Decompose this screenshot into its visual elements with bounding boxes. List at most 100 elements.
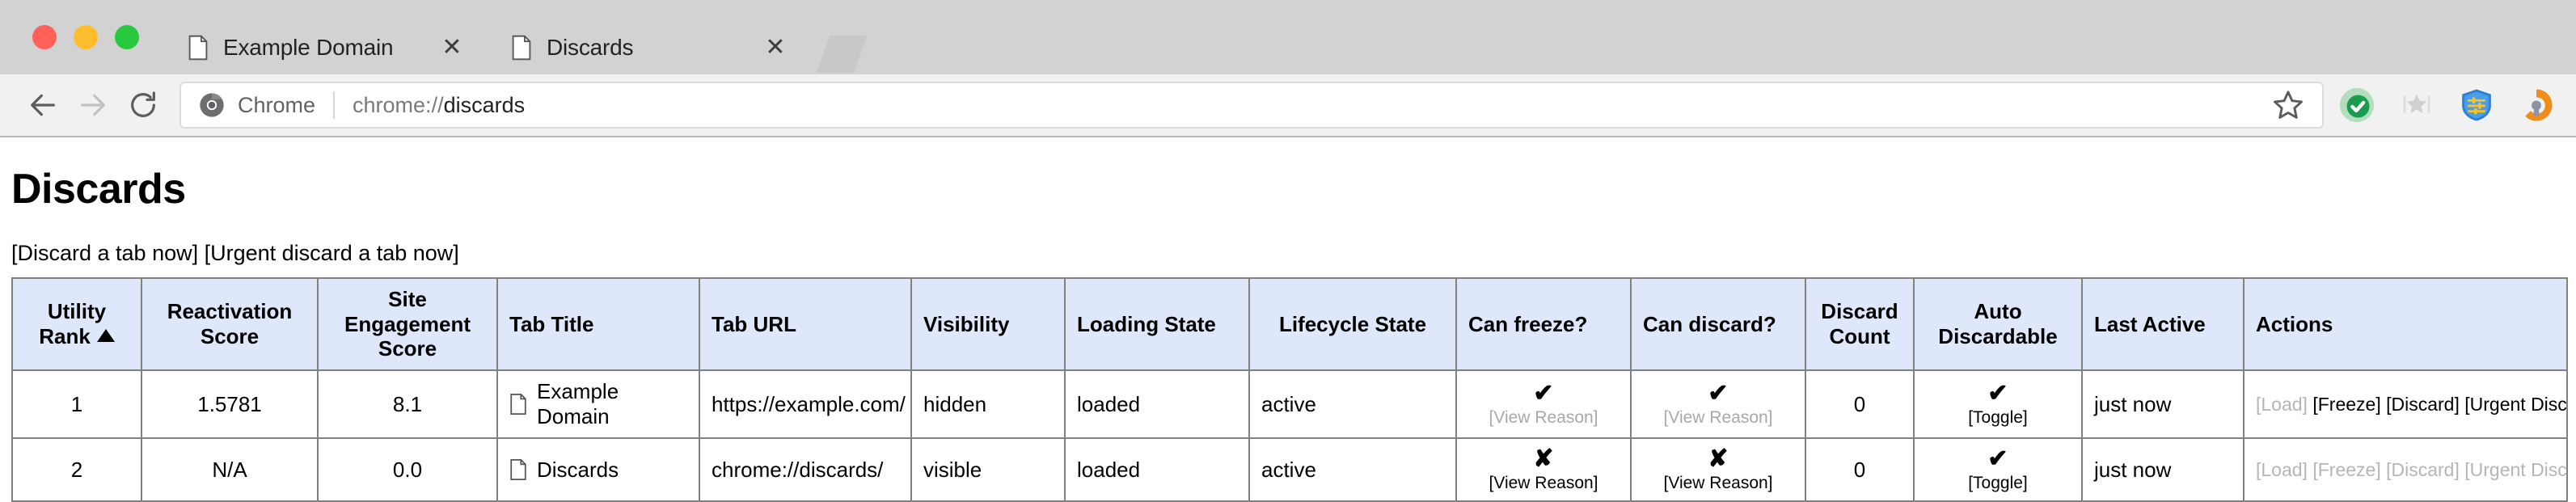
column-header-can-freeze[interactable]: Can freeze? [1455, 276, 1632, 372]
minimize-window-button[interactable] [74, 25, 98, 49]
column-header-can-discard[interactable]: Can discard? [1630, 276, 1806, 372]
view-reason-link[interactable]: [View Reason] [1489, 407, 1598, 427]
view-reason-link[interactable]: [View Reason] [1663, 474, 1773, 493]
cell-utility-rank: 1 [11, 369, 142, 440]
page-title: Discards [11, 166, 186, 213]
column-header-lifecycle-state[interactable]: Lifecycle State [1248, 276, 1457, 372]
column-header-site-engagement-score[interactable]: Site Engagement Score [317, 276, 498, 372]
cell-can-discard: ✘ [View Reason] [1630, 437, 1806, 502]
cell-can-discard: ✔ [View Reason] [1630, 369, 1806, 440]
close-tab-button[interactable]: ✕ [765, 34, 786, 61]
column-header-auto-discardable[interactable]: Auto Discardable [1913, 276, 2083, 372]
cell-tab-title: Example Domain [496, 369, 700, 440]
tab-title-text: Discards [537, 457, 619, 482]
check-icon: ✔ [1987, 379, 2008, 407]
tab-title-text: Example Domain [537, 379, 619, 429]
blue-shield-extension-icon[interactable] [2458, 86, 2495, 124]
cell-last-active: just now [2081, 369, 2244, 440]
back-button[interactable] [18, 80, 68, 130]
close-window-button[interactable] [32, 25, 57, 49]
document-icon [188, 35, 208, 61]
column-header-actions[interactable]: Actions [2243, 276, 2568, 372]
faded-star-extension-icon[interactable] [2398, 86, 2435, 124]
cell-last-active: just now [2081, 437, 2244, 502]
urgent-discard-a-tab-now-link[interactable]: [Urgent discard a tab now] [204, 241, 459, 265]
discard-action-link[interactable]: [Discard] [2386, 458, 2460, 480]
discard-a-tab-now-link[interactable]: [Discard a tab now] [11, 241, 199, 265]
toggle-link[interactable]: [Toggle] [1968, 474, 2028, 493]
cell-site-engagement-score: 8.1 [317, 369, 498, 440]
tab-discards[interactable]: Discards ✕ [484, 21, 807, 74]
cross-icon: ✘ [1708, 445, 1729, 473]
cell-lifecycle-state: active [1248, 369, 1457, 440]
column-header-utility-rank[interactable]: Utility Rank [11, 276, 142, 372]
reload-icon [131, 91, 155, 117]
new-tab-button[interactable] [817, 36, 867, 73]
tab-example-domain[interactable]: Example Domain ✕ [160, 21, 484, 74]
discards-table: Utility Rank Reactivation Score Site Eng… [11, 276, 2568, 502]
browser-window: Example Domain ✕ Discards ✕ [0, 0, 2576, 137]
column-label: Utility Rank [39, 299, 107, 348]
address-bar[interactable]: Chrome chrome://discards [179, 82, 2324, 129]
forward-button[interactable] [68, 80, 118, 130]
column-header-tab-url[interactable]: Tab URL [699, 276, 912, 372]
document-icon [510, 459, 526, 481]
column-header-visibility[interactable]: Visibility [910, 276, 1066, 372]
cell-auto-discardable: ✔ [Toggle] [1913, 437, 2083, 502]
column-header-loading-state[interactable]: Loading State [1064, 276, 1250, 372]
tab-label: Example Domain [223, 35, 394, 60]
omnibox-chip-label: Chrome [238, 92, 316, 117]
table-row: 1 1.5781 8.1 Example Domain https://exam… [11, 369, 2568, 440]
table-header-row: Utility Rank Reactivation Score Site Eng… [11, 276, 2568, 372]
cell-loading-state: loaded [1064, 437, 1250, 502]
column-header-reactivation-score[interactable]: Reactivation Score [141, 276, 319, 372]
close-tab-button[interactable]: ✕ [441, 34, 462, 61]
cell-tab-url: chrome://discards/ [699, 437, 912, 502]
maximize-window-button[interactable] [115, 25, 139, 49]
column-header-last-active[interactable]: Last Active [2081, 276, 2244, 372]
cell-tab-url: https://example.com/ [699, 369, 912, 440]
column-header-tab-title[interactable]: Tab Title [496, 276, 700, 372]
orange-keyhole-extension-icon[interactable] [2518, 86, 2555, 124]
cell-site-engagement-score: 0.0 [317, 437, 498, 502]
table-row: 2 N/A 0.0 Discards chrome://discards/ vi… [11, 437, 2568, 502]
tab-strip: Example Domain ✕ Discards ✕ [0, 0, 2576, 74]
check-icon: ✔ [1708, 379, 1729, 407]
toggle-link[interactable]: [Toggle] [1968, 407, 2028, 427]
load-action-link[interactable]: [Load] [2256, 393, 2308, 415]
cell-discard-count: 0 [1805, 369, 1915, 440]
check-icon: ✔ [1987, 445, 2008, 473]
url-scheme: chrome:// [353, 92, 444, 117]
view-reason-link[interactable]: [View Reason] [1489, 474, 1598, 493]
document-icon [510, 394, 526, 415]
cell-tab-title: Discards [496, 437, 700, 502]
extension-icons [2338, 86, 2555, 124]
check-icon: ✔ [1533, 379, 1554, 407]
urgent-discard-action-link[interactable]: [Urgent Discard] [2464, 393, 2567, 415]
view-reason-link[interactable]: [View Reason] [1663, 407, 1773, 427]
chrome-logo-icon [200, 93, 224, 117]
load-action-link[interactable]: [Load] [2256, 458, 2308, 480]
cell-can-freeze: ✔ [View Reason] [1455, 369, 1632, 440]
omnibox-separator [333, 91, 336, 119]
arrow-left-icon [31, 94, 55, 116]
cell-auto-discardable: ✔ [Toggle] [1913, 369, 2083, 440]
urgent-discard-action-link[interactable]: [Urgent Discard] [2464, 458, 2567, 480]
discard-action-link[interactable]: [Discard] [2386, 393, 2460, 415]
cell-visibility: hidden [910, 369, 1066, 440]
cell-actions: [Load] [Freeze] [Discard] [Urgent Discar… [2243, 369, 2568, 440]
url-path: discards [443, 92, 526, 117]
freeze-action-link[interactable]: [Freeze] [2312, 458, 2381, 480]
column-header-discard-count[interactable]: Discard Count [1805, 276, 1915, 372]
omnibox-url[interactable]: chrome://discards [353, 93, 525, 118]
browser-toolbar: Chrome chrome://discards [0, 74, 2576, 137]
cell-reactivation-score: N/A [141, 437, 319, 502]
cell-loading-state: loaded [1064, 369, 1250, 440]
page-content: Discards [Discard a tab now] [Urgent dis… [0, 165, 2576, 502]
cell-lifecycle-state: active [1248, 437, 1457, 502]
freeze-action-link[interactable]: [Freeze] [2312, 393, 2381, 415]
reload-button[interactable] [118, 80, 168, 130]
green-check-extension-icon[interactable] [2338, 86, 2375, 124]
cell-actions: [Load] [Freeze] [Discard] [Urgent Discar… [2243, 437, 2568, 502]
bookmark-star-icon[interactable] [2270, 87, 2306, 123]
